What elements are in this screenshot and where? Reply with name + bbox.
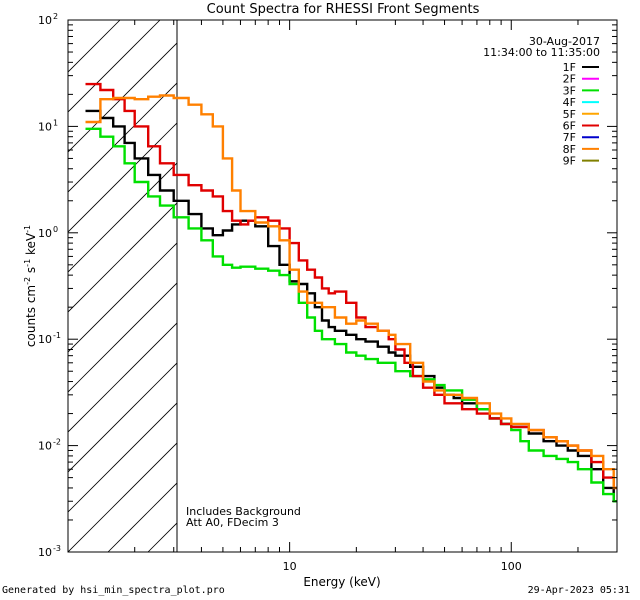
hatch-line: [68, 282, 177, 393]
x-tick-label: 100: [501, 560, 522, 573]
axis-ticks: [67, 20, 618, 553]
series-8F: [85, 94, 617, 490]
hatch-line: [68, 442, 177, 552]
series-6F: [85, 82, 617, 490]
annotation-attenuator: Att A0, FDecim 3: [186, 516, 279, 529]
hatch-line: [68, 82, 177, 193]
y-tick-exponent: 2: [53, 12, 58, 21]
legend-label: 1F: [563, 61, 576, 74]
y-tick-label: 10: [38, 14, 52, 27]
hatch-line: [68, 242, 177, 353]
y-tick-label: 10: [38, 227, 52, 240]
hatch-line: [68, 362, 177, 473]
hatch-line: [68, 20, 121, 73]
hatch-line: [68, 202, 177, 313]
hatch-line: [68, 42, 177, 153]
legend-label: 2F: [563, 73, 576, 86]
y-axis-label: counts cm-2 s-1 keV-1: [23, 225, 38, 347]
hatch-line: [107, 482, 177, 552]
legend-label: 8F: [563, 143, 576, 156]
hatch-line: [68, 20, 161, 113]
hatch-line: [68, 322, 177, 433]
y-tick-exponent: -3: [53, 544, 61, 553]
y-tick-exponent: 1: [53, 118, 58, 127]
y-tick-label: 10: [38, 546, 52, 559]
background-region-hatch: [68, 20, 177, 552]
y-tick-exponent: 0: [53, 225, 58, 234]
hatch-line: [68, 402, 177, 513]
hatch-line: [68, 122, 177, 233]
x-tick-label: 10: [283, 560, 297, 573]
legend-label: 6F: [563, 120, 576, 133]
x-axis-label: Energy (keV): [303, 575, 380, 589]
chart-title: Count Spectra for RHESSI Front Segments: [207, 2, 480, 17]
y-tick-exponent: -1: [53, 331, 61, 340]
legend-label: 7F: [563, 131, 576, 144]
plot-frame: [67, 19, 618, 553]
chart-date: 30-Aug-2017: [529, 35, 600, 48]
legend-label: 4F: [563, 96, 576, 109]
legend-label: 9F: [563, 155, 576, 168]
chart-time-range: 11:34:00 to 11:35:00: [483, 46, 600, 59]
series-layer: [85, 82, 617, 503]
hatch-line: [68, 162, 177, 273]
y-tick-exponent: -2: [53, 438, 61, 447]
legend-label: 5F: [563, 108, 576, 121]
generator-footer: Generated by hsi_min_spectra_plot.pro: [2, 585, 225, 596]
series-3F: [85, 127, 617, 503]
y-tick-label: 10: [38, 440, 52, 453]
y-tick-label: 10: [38, 333, 52, 346]
timestamp-footer: 29-Apr-2023 05:31: [527, 585, 630, 596]
series-1F: [85, 109, 617, 503]
y-tick-label: 10: [38, 120, 52, 133]
annotation-background: Includes Background: [186, 505, 301, 518]
legend-label: 3F: [563, 84, 576, 97]
